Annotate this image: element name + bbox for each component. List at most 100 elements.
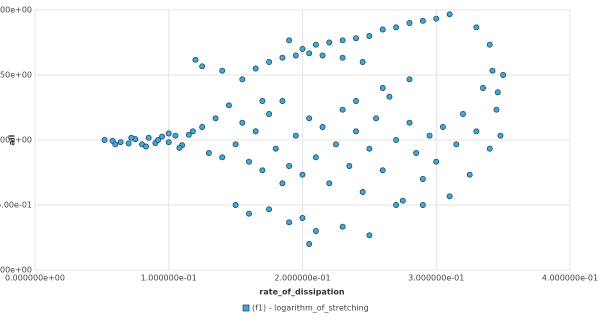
point: [192, 56, 199, 63]
point: [252, 128, 259, 135]
point: [386, 93, 393, 100]
point: [312, 228, 319, 234]
point: [473, 24, 480, 31]
point: [319, 52, 326, 59]
x-tick-label: 2.000000e-01: [274, 274, 330, 283]
point: [286, 37, 293, 44]
point: [286, 219, 293, 226]
point: [453, 141, 460, 148]
point: [500, 72, 507, 78]
point: [339, 223, 346, 230]
point: [299, 215, 306, 221]
point: [353, 98, 359, 104]
point: [299, 46, 306, 52]
point: [433, 15, 440, 22]
point: [259, 167, 266, 174]
point: [306, 241, 313, 247]
point: [366, 232, 373, 239]
point: [339, 106, 346, 113]
point: [433, 158, 440, 165]
point: [239, 119, 246, 126]
point: [406, 119, 413, 126]
point: [466, 171, 473, 178]
point: [246, 210, 252, 217]
point: [359, 59, 366, 65]
point: [165, 139, 172, 146]
point: [189, 128, 196, 135]
y-tick-label: -2.00e+00: [0, 266, 32, 275]
point: [346, 163, 353, 169]
point: [480, 85, 487, 91]
point: [439, 124, 446, 130]
point: [399, 197, 406, 204]
point: [225, 102, 232, 109]
point: [473, 128, 480, 135]
point: [232, 141, 239, 148]
y-tick-label: 1.00e+00: [0, 136, 32, 145]
point: [117, 139, 124, 146]
point: [460, 111, 466, 117]
point: [125, 140, 132, 147]
point: [112, 141, 119, 148]
y-tick-label: -5.00e-01: [0, 201, 32, 210]
point: [292, 132, 299, 139]
point: [312, 154, 319, 161]
point: [266, 111, 273, 117]
point: [199, 124, 206, 130]
x-tick-label: 3.000000e-01: [408, 274, 464, 283]
point: [128, 134, 135, 141]
x-tick-label: 0.000000e+00: [5, 274, 65, 283]
point: [219, 154, 226, 161]
x-tick-label: 1.000000e-01: [141, 274, 197, 283]
point: [176, 144, 183, 151]
point: [419, 176, 426, 182]
point: [279, 98, 286, 104]
point: [312, 41, 319, 48]
point: [353, 35, 359, 42]
point: [219, 67, 226, 74]
point: [266, 59, 273, 65]
point: [272, 145, 279, 152]
legend-label: (f1) - logarithm_of_stretching: [252, 304, 369, 313]
point: [143, 143, 149, 150]
point: [373, 115, 380, 122]
point: [446, 11, 453, 18]
point: [393, 24, 400, 31]
point: [339, 37, 346, 44]
point: [326, 39, 333, 46]
point: [252, 65, 259, 72]
point: [306, 115, 313, 122]
point: [326, 180, 333, 187]
point: [379, 85, 386, 91]
point: [212, 115, 219, 122]
point: [165, 130, 172, 137]
point: [406, 76, 413, 83]
point: [497, 132, 504, 139]
point: [199, 63, 206, 70]
point: [232, 202, 239, 208]
point: [286, 163, 293, 169]
point: [339, 54, 346, 61]
point: [279, 180, 286, 187]
point: [379, 26, 386, 33]
point: [319, 124, 326, 130]
point: [406, 20, 413, 26]
point: [366, 145, 373, 152]
point: [359, 189, 366, 195]
point: [419, 17, 426, 24]
point: [145, 134, 152, 141]
point: [266, 206, 273, 213]
point: [393, 202, 400, 208]
point: [239, 76, 246, 83]
point: [366, 33, 373, 39]
point: [332, 141, 339, 148]
y-tick-label: 4.00e+00: [0, 6, 32, 15]
x-axis-title: rate_of_dissipation: [259, 288, 344, 297]
y-axis-title: all: [8, 134, 17, 145]
point: [279, 54, 286, 61]
point: [419, 202, 426, 208]
point: [393, 137, 400, 143]
point: [299, 171, 306, 178]
point: [493, 106, 500, 113]
